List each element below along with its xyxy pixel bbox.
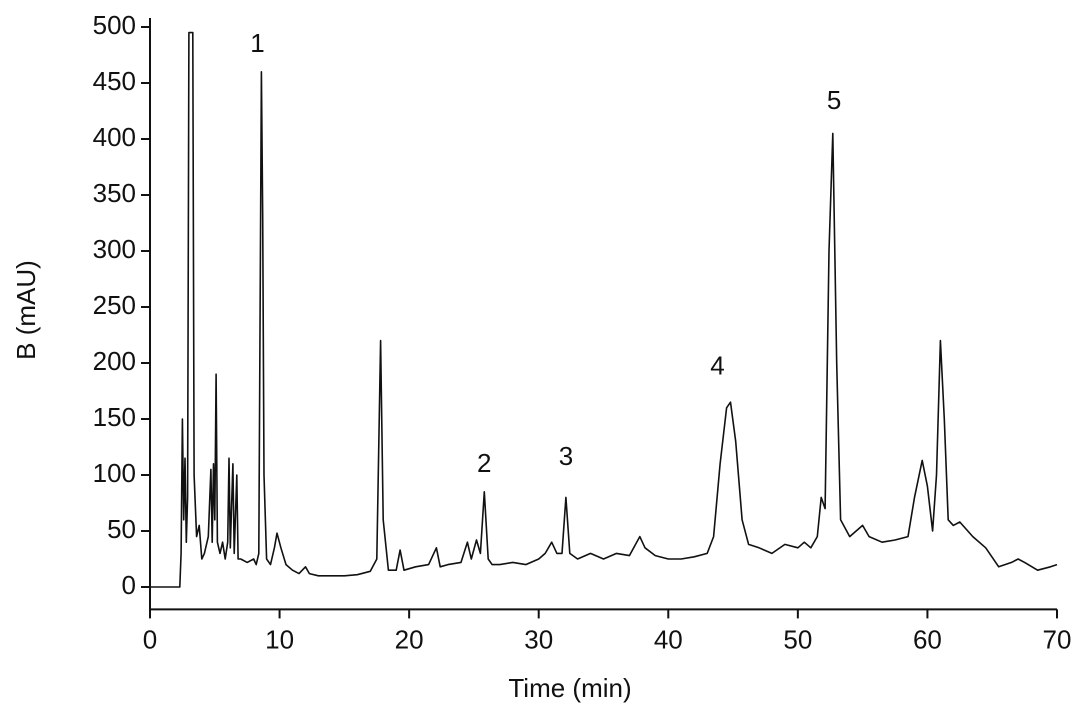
peak-label: 5 (827, 85, 841, 115)
y-tick-label: 300 (93, 234, 136, 264)
peak-label: 2 (477, 448, 491, 478)
x-tick-label: 20 (395, 624, 424, 654)
axis-line (149, 18, 1057, 611)
y-tick-label: 100 (93, 458, 136, 488)
x-tick-label: 10 (265, 624, 294, 654)
x-tick-label: 30 (524, 624, 553, 654)
x-tick-label: 70 (1043, 624, 1072, 654)
y-tick-label: 450 (93, 66, 136, 96)
y-tick-label: 350 (93, 178, 136, 208)
chromatogram-line (150, 31, 1058, 588)
y-tick-label: 400 (93, 122, 136, 152)
peak-label: 1 (250, 28, 264, 58)
x-axis-label: Time (min) (508, 673, 631, 703)
peak-label: 3 (559, 441, 573, 471)
y-tick-label: 50 (107, 514, 136, 544)
x-tick-label: 60 (913, 624, 942, 654)
x-tick-label: 50 (783, 624, 812, 654)
y-tick-label: 500 (93, 10, 136, 40)
x-tick-label: 40 (654, 624, 683, 654)
y-axis-label: B (mAU) (11, 260, 41, 360)
y-tick-label: 0 (122, 570, 136, 600)
peak-label: 4 (710, 350, 724, 380)
y-tick-label: 250 (93, 290, 136, 320)
x-tick-label: 0 (143, 624, 157, 654)
y-tick-label: 200 (93, 346, 136, 376)
y-tick-label: 150 (93, 402, 136, 432)
